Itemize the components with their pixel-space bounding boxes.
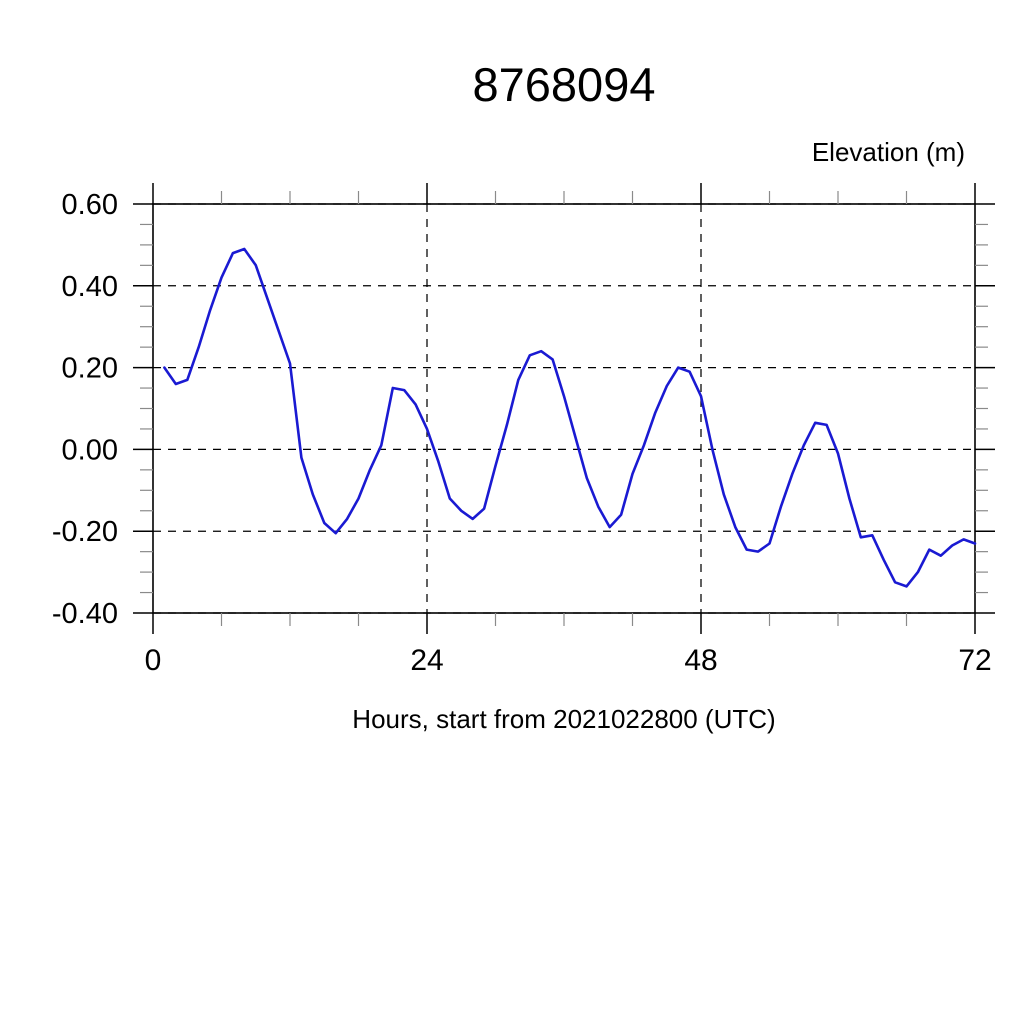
x-tick-label: 24 (410, 644, 443, 677)
x-axis-title: Hours, start from 2021022800 (UTC) (352, 704, 776, 734)
elevation-series-line (163, 247, 977, 588)
y-tick-label: 0.00 (62, 434, 118, 466)
x-tick-label: 0 (145, 644, 162, 677)
x-tick-label: 48 (684, 644, 717, 677)
plot-frame (152, 203, 976, 614)
y-tick-label: -0.20 (52, 516, 118, 548)
y-tick-label: 0.20 (62, 353, 118, 385)
y-tick-label: 0.40 (62, 271, 118, 303)
x-tick-label: 72 (958, 644, 991, 677)
chart-title: 8768094 (472, 58, 656, 111)
y-axis-unit-label: Elevation (m) (811, 137, 965, 167)
y-tick-label: -0.40 (52, 598, 118, 630)
y-tick-label: 0.60 (62, 189, 118, 221)
